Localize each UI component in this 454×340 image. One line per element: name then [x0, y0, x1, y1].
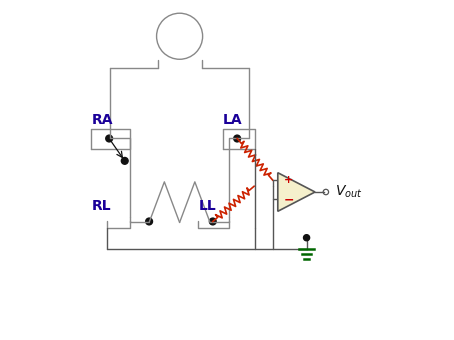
- Text: LA: LA: [222, 113, 242, 127]
- Text: +: +: [284, 175, 293, 185]
- Circle shape: [121, 157, 128, 164]
- Text: −: −: [284, 193, 294, 206]
- Text: LL: LL: [199, 199, 217, 213]
- Circle shape: [209, 218, 216, 225]
- Polygon shape: [278, 173, 315, 211]
- Text: $V_{out}$: $V_{out}$: [336, 184, 363, 200]
- Circle shape: [234, 135, 241, 142]
- Text: RL: RL: [92, 199, 111, 213]
- Circle shape: [304, 235, 310, 241]
- Circle shape: [146, 218, 153, 225]
- Text: RA: RA: [92, 113, 113, 127]
- Circle shape: [106, 135, 113, 142]
